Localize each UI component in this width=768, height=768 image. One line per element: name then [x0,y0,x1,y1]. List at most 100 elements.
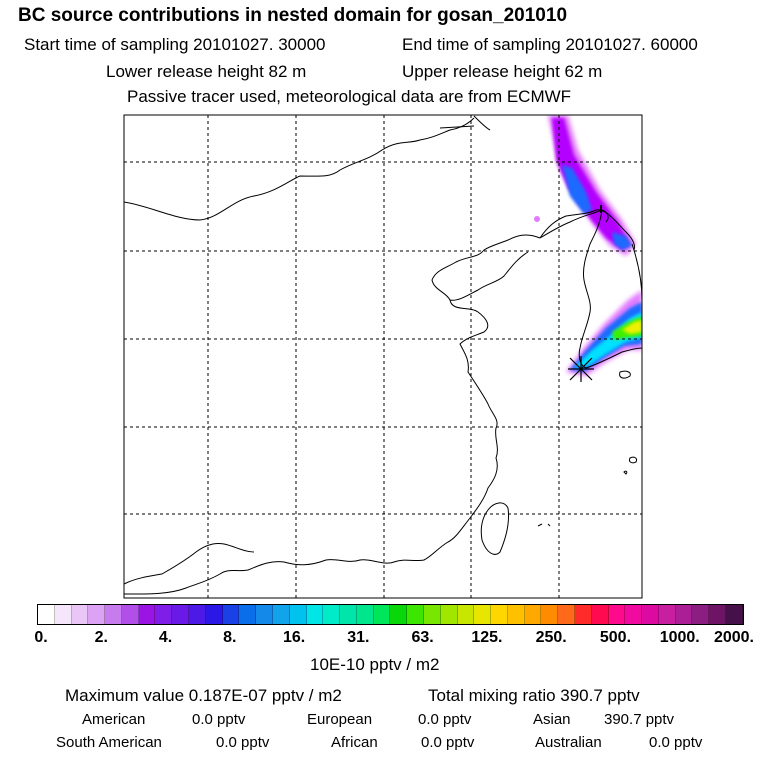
colorbar-swatch [491,605,508,624]
region-european-value: 0.0 pptv [418,711,472,728]
colorbar-swatch [507,605,525,624]
colorbar-swatch [172,605,190,624]
colorbar-tick-label: 31. [347,629,370,646]
colorbar-tick-label: 2000. [713,629,755,646]
region-american-value: 0.0 pptv [192,711,246,728]
colorbar-swatch [642,605,659,624]
coastline-shandong [124,299,498,595]
plume-core-north-end [612,232,632,250]
colorbar-swatch [558,605,575,624]
colorbar-tick-label: 16. [282,629,306,646]
region-african-label: African [331,734,378,751]
coastline-korea-west [578,209,603,369]
plume-band-north [552,118,630,250]
plume-speck [534,216,540,222]
colorbar-swatch [390,605,408,624]
taiwan [480,502,509,555]
region-european-label: European [307,711,373,728]
region-asian-value: 390.7 pptv [604,711,675,728]
border-china-korea [539,209,635,251]
colorbar-swatch [440,605,458,624]
colorbar-swatch [272,605,290,624]
colorbar-swatch [524,605,542,624]
island-jeju [619,370,631,379]
plume-core-north [562,165,592,214]
coastline-north [124,117,475,221]
colorbar-tick-label: 2. [94,629,108,646]
colorbar-swatch [155,605,173,624]
colorbar-swatch [105,605,122,624]
page-title: BC source contributions in nested domain… [18,5,568,26]
coastlines [124,115,642,595]
colorbar-tick-label: 1000. [659,629,700,646]
colorbar-tick-label: 63. [411,629,434,646]
end-time-label: End time of sampling 20101027. 60000 [402,35,698,54]
region-australian-label: Australian [535,734,602,751]
colorbar-swatch [88,605,106,624]
start-time-label: Start time of sampling 20101027. 30000 [24,35,326,54]
colorbar-swatch [323,605,341,624]
colorbar-tick-label: 0. [34,629,48,646]
release-site-marker [568,356,594,382]
colorbar-swatch [658,605,676,624]
map-frame [123,114,643,599]
graticule [124,115,642,598]
colorbar-tick-label: 8. [223,629,237,646]
border-inner [124,543,255,585]
colorbar-swatch [541,605,559,624]
colorbar-swatch [591,605,609,624]
colorbar-swatch [289,605,307,624]
region-australian-value: 0.0 pptv [649,734,703,751]
colorbar-swatch [38,605,55,624]
region-american-label: American [82,711,146,728]
coastline-bohai [431,234,541,301]
colorbar-tick-label: 4. [158,629,173,646]
colorbar-tick-label: 250. [535,629,567,646]
region-south-american-label: South American [56,734,162,751]
region-asian-label: Asian [533,711,571,728]
plume [534,115,642,376]
colorbar-units: 10E-10 pptv / m2 [310,655,440,674]
colorbar-swatch [205,605,223,624]
colorbar-swatch [189,605,206,624]
colorbar-swatch [692,605,710,624]
colorbar-swatch [306,605,324,624]
lower-release-height-label: Lower release height 82 m [106,62,307,81]
colorbar-swatch [625,605,643,624]
colorbar-swatch [356,605,374,624]
colorbar [37,604,744,625]
total-mixing-ratio: Total mixing ratio 390.7 pptv [428,686,640,705]
colorbar-swatch [340,605,357,624]
colorbar-swatch [423,605,441,624]
island-small-3 [537,523,551,527]
colorbar-swatch [121,605,139,624]
island-small-2 [623,470,628,475]
upper-release-height-label: Upper release height 62 m [402,62,603,81]
colorbar-swatch [54,605,72,624]
colorbar-swatch [709,605,727,624]
colorbar-swatch [239,605,257,624]
colorbar-swatch [138,605,156,624]
island-small-1 [629,456,637,464]
map-panel [123,114,643,599]
colorbar-swatch [575,605,592,624]
map-background [124,115,642,598]
colorbar-tick-label: 500. [599,629,632,646]
coastline-liaodong [539,209,609,239]
colorbar-swatch [373,605,391,624]
colorbar-swatch [457,605,475,624]
coastline-korea-south [585,347,642,369]
border-northeast [439,115,491,131]
plume-hotspot-yellow [622,320,642,334]
colorbar-swatch [71,605,89,624]
colorbar-swatch [222,605,240,624]
colorbar-swatch [726,605,743,624]
colorbar-swatch [256,605,273,624]
colorbar-swatch [407,605,424,624]
tracer-note: Passive tracer used, meteorological data… [127,87,572,106]
region-south-american-value: 0.0 pptv [216,734,270,751]
colorbar-swatch [608,605,626,624]
colorbar-swatch [675,605,693,624]
maximum-value: Maximum value 0.187E-07 pptv / m2 [65,686,342,705]
colorbar-tick-label: 125. [471,629,503,646]
